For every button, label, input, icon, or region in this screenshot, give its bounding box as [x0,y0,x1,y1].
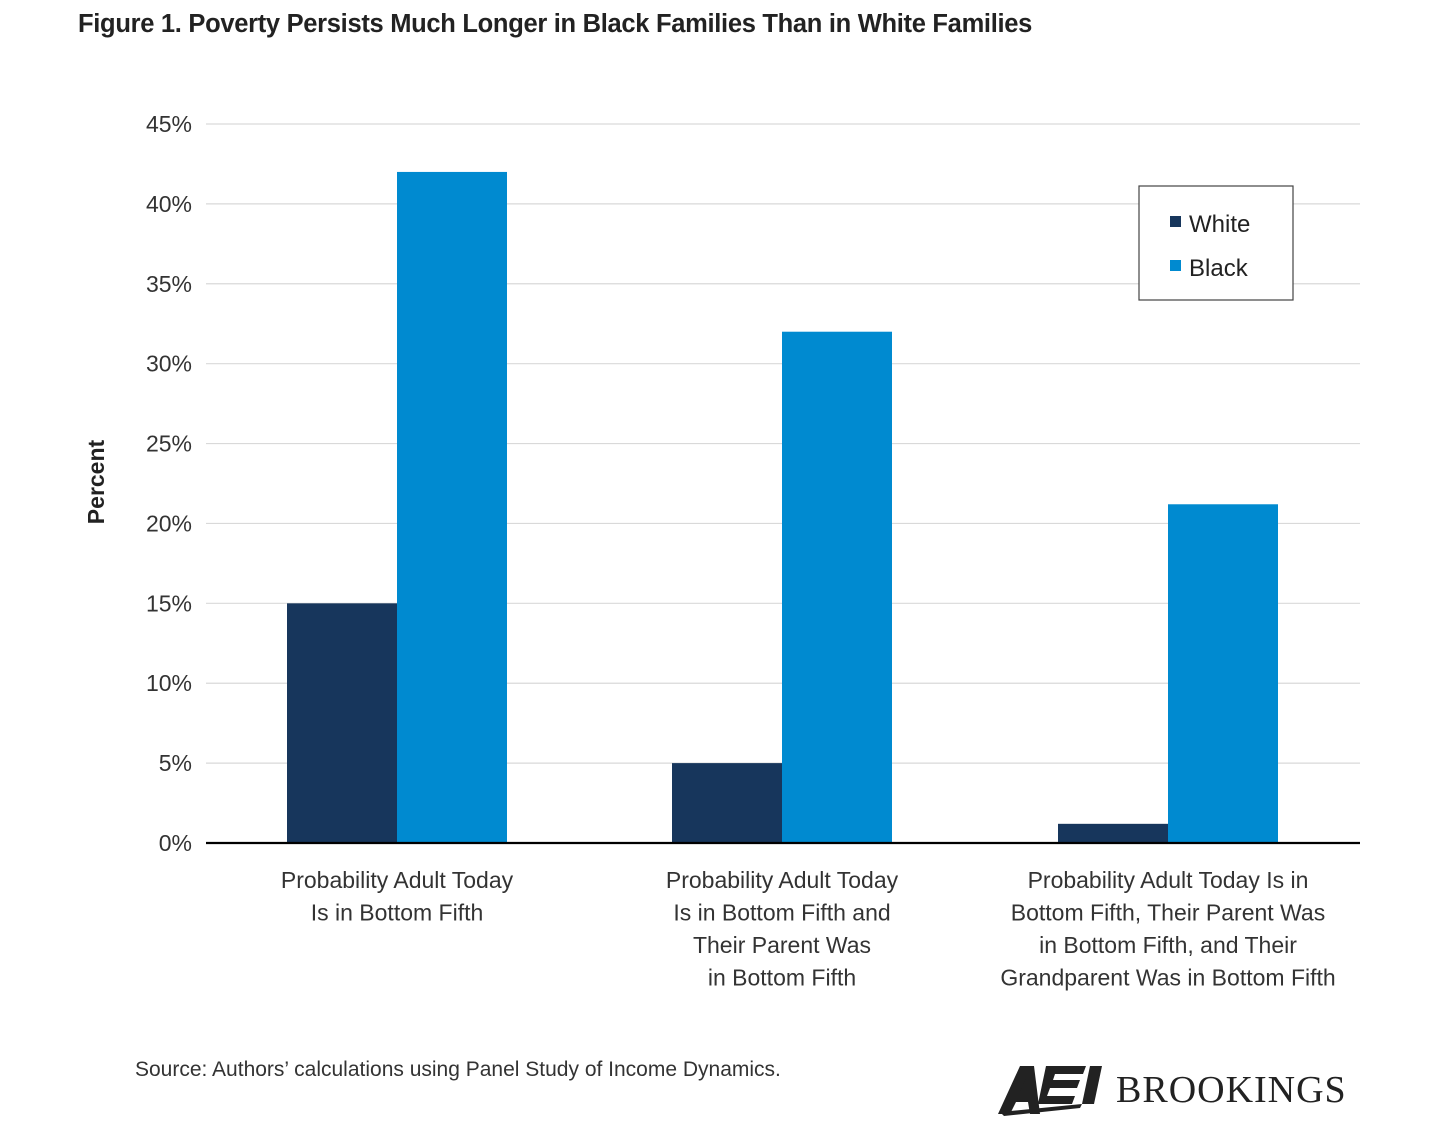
y-tick-label: 30% [146,351,192,377]
y-tick-label: 5% [159,750,192,776]
category-label-3: Probability Adult Today Is in Bottom Fift… [1000,867,1335,991]
y-axis-label: Percent [83,439,109,524]
bar-white-1 [287,603,397,843]
y-tick-label: 25% [146,431,192,457]
bars [287,171,1278,843]
legend-swatch-white [1170,216,1181,227]
legend: White Black [1138,185,1294,301]
legend-label-black: Black [1189,255,1249,282]
bar-white-3 [1058,823,1168,843]
bar-black-1 [397,171,507,843]
y-tick-label: 35% [146,271,192,297]
y-tick-label: 45% [146,111,192,137]
y-tick-label: 0% [159,830,192,856]
bar-black-3 [1168,504,1278,843]
y-tick-label: 15% [146,590,192,616]
legend-label-white: White [1189,211,1250,238]
category-label-1: Probability Adult Today Is in Bottom Fift… [281,867,514,926]
y-tick-labels: 0% 5% 10% 15% 20% 25% 30% 35% 40% 45% [146,111,192,856]
y-tick-label: 10% [146,670,192,696]
y-tick-label: 40% [146,191,192,217]
bar-white-2 [672,763,782,843]
y-tick-label: 20% [146,510,192,536]
chart-title: Figure 1. Poverty Persists Much Longer i… [78,10,1033,38]
aei-logo-mark [998,1066,1102,1116]
category-label-2: Probability Adult Today Is in Bottom Fift… [666,867,899,991]
legend-swatch-black [1170,260,1181,271]
brookings-wordmark: BROOKINGS [1116,1069,1347,1111]
category-labels: Probability Adult Today Is in Bottom Fift… [281,867,1336,991]
bar-black-2 [782,331,892,843]
legend-box [1138,185,1294,301]
source-note: Source: Authors’ calculations using Pane… [135,1058,781,1081]
aei-brookings-logo: BROOKINGS [998,1066,1347,1116]
